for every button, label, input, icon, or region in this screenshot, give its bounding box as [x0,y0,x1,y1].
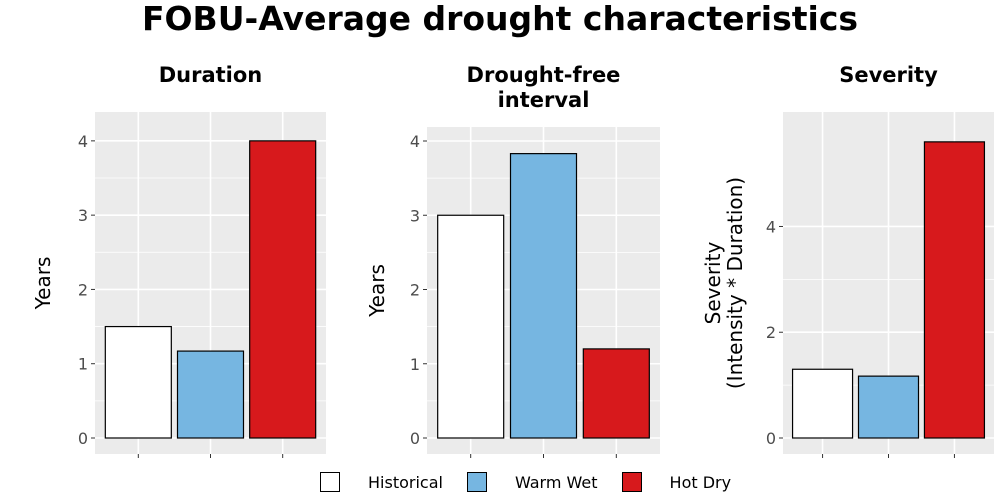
y-tick-label: 4 [410,132,420,151]
legend-item-historical: Historical [320,472,443,492]
y-tick-label: 3 [78,206,88,225]
legend-label-hot-dry: Hot Dry [669,472,732,492]
y-tick-label: 4 [78,132,88,151]
legend-key-warm-wet [466,472,487,492]
y-tick-label: 0 [78,429,88,448]
y-axis-label: Years [31,257,55,311]
legend-item-hot-dry: Hot Dry [621,472,732,492]
bar-duration-warm-wet [176,350,245,439]
bar-drought-free-warm-wet [509,153,578,439]
y-tick-label: 1 [78,355,88,374]
bar-duration-hot-dry [249,140,317,439]
legend-key-hot-dry [621,472,642,492]
bar-severity-historical [791,368,854,439]
y-tick-label: 2 [78,280,88,299]
y-tick-label: 2 [410,281,420,300]
charts-area: 0 1 2 3 4 Duration Years 0 1 2 3 4 Drought-freeinter… [31,63,994,458]
bar-severity-hot-dry [923,141,986,439]
panel-duration: 0 1 2 3 4 Duration Years [31,63,326,458]
panel-title: Severity [839,63,938,87]
panel-title: Drought-free [467,63,621,87]
legend-item-warm-wet: Warm Wet [466,472,598,492]
y-tick-label: 3 [410,206,420,225]
y-axis-label: Years [365,264,389,318]
main-title: FOBU-Average drought characteristics [141,0,859,38]
y-tick-label: 0 [410,429,420,448]
legend-label-warm-wet: Warm Wet [514,472,598,492]
bar-drought-free-hot-dry [582,348,650,439]
y-tick-label: 0 [766,429,776,448]
y-axis-label: (Intensity * Duration) [723,177,747,389]
panel-title: Duration [159,63,263,87]
legend-key-historical [320,472,340,492]
y-axis-label: Severity [701,242,725,325]
bar-drought-free-historical [437,214,505,439]
bar-severity-warm-wet [857,375,920,439]
legend-label-historical: Historical [368,472,443,492]
legend: Historical Warm Wet Hot Dry [320,470,755,494]
y-tick-label: 2 [766,323,776,342]
panel-title: interval [498,88,590,112]
y-tick-label: 4 [766,217,776,236]
y-tick-label: 1 [410,355,420,374]
bar-duration-historical [104,325,172,439]
